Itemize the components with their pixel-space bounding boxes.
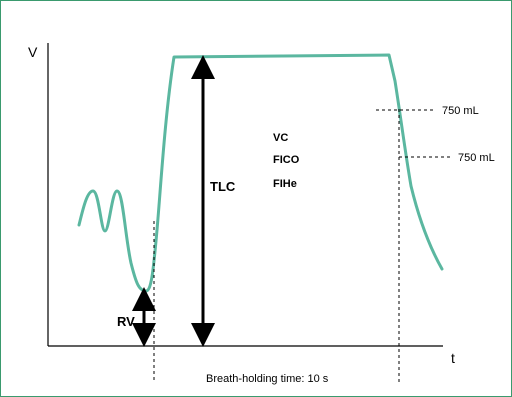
x-axis-label: t	[451, 350, 455, 366]
lower-volume-label: 750 mL	[458, 152, 495, 164]
y-axis-label: V	[28, 44, 38, 60]
rv-label: RV	[117, 314, 135, 329]
tlc-label: TLC	[210, 179, 236, 194]
vc-label: VC	[273, 132, 288, 144]
breath-hold-caption: Breath-holding time: 10 s	[206, 373, 329, 385]
upper-volume-label: 750 mL	[442, 105, 479, 117]
volume-curve	[77, 53, 444, 293]
fico-label: FICO	[273, 154, 300, 166]
fihe-label: FIHe	[273, 178, 297, 190]
